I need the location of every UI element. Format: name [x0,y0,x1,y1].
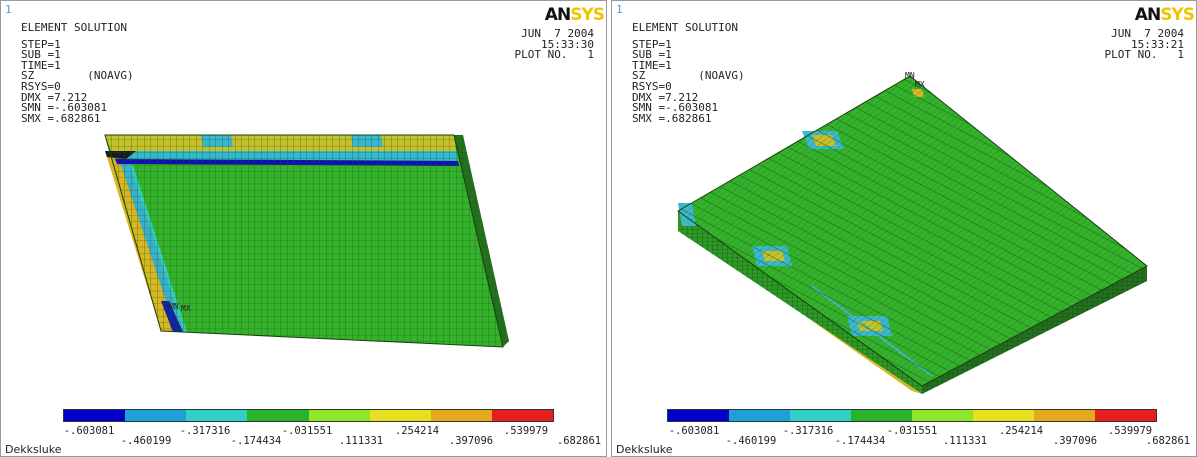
date-stamp: JUN 7 2004 15:33:21 PLOT NO. 1 [1104,27,1184,62]
marker-mx: MX [915,80,925,89]
viewport-left: 1 ANSYS ELEMENT SOLUTION STEP=1 SUB =1 T… [0,0,607,457]
legend-label: -.317316 [179,425,231,437]
legend-label: .111331 [942,435,988,447]
title-text: ELEMENT SOLUTION [632,21,738,34]
fe-plate-model-left: MN MX [104,134,509,348]
legend-label: -.460199 [725,435,777,447]
legend-swatch [247,410,309,421]
solution-info: ELEMENT SOLUTION STEP=1 SUB =1 TIME=1 SZ… [21,21,134,125]
legend-label: -.603081 [63,425,115,437]
legend-swatch [790,410,851,421]
legend-swatch [668,410,729,421]
legend-label: -.031551 [886,425,938,437]
legend-label: .254214 [394,425,440,437]
color-legend [667,409,1157,422]
model-name: Dekksluke [5,443,62,456]
legend-swatch [430,410,492,421]
legend-swatch [369,410,431,421]
legend-label: -.031551 [281,425,333,437]
legend-label: -.460199 [120,435,172,447]
legend-label: .111331 [338,435,384,447]
legend-label: -.603081 [668,425,720,437]
fe-plate-model-right: MN MX [677,71,1148,394]
legend-label: .682861 [556,435,602,447]
legend-label: -.174434 [230,435,282,447]
legend-swatch [729,410,790,421]
legend-swatch [64,410,126,421]
title-text: ELEMENT SOLUTION [21,21,127,34]
marker-mx: MX [181,304,191,313]
color-legend [63,409,554,422]
ansys-logo: ANSYS [1134,5,1195,25]
viewport-number: 1 [5,3,12,16]
legend-label: .254214 [998,425,1044,437]
legend-swatch [973,410,1034,421]
ansys-logo: ANSYS [544,5,605,25]
legend-label: -.174434 [834,435,886,447]
legend-swatch [125,410,187,421]
legend-swatch [186,410,248,421]
legend-label: .397096 [448,435,494,447]
date-stamp: JUN 7 2004 15:33:30 PLOT NO. 1 [514,27,594,62]
legend-label: .397096 [1052,435,1098,447]
model-name: Dekksluke [616,443,673,456]
legend-swatch [912,410,973,421]
marker-mn: MN [905,71,915,80]
legend-label: .539979 [503,425,549,437]
legend-label: .682861 [1145,435,1191,447]
legend-swatch [1095,410,1156,421]
legend-swatch [1034,410,1095,421]
legend-label: .539979 [1107,425,1153,437]
marker-mn: MN [169,302,179,311]
viewport-right: 1 ANSYS ELEMENT SOLUTION STEP=1 SUB =1 T… [611,0,1197,457]
legend-swatch [851,410,912,421]
legend-swatch [491,410,553,421]
legend-label: -.317316 [782,425,834,437]
legend-swatch [308,410,370,421]
viewport-number: 1 [616,3,623,16]
solution-info: ELEMENT SOLUTION STEP=1 SUB =1 TIME=1 SZ… [632,21,745,125]
